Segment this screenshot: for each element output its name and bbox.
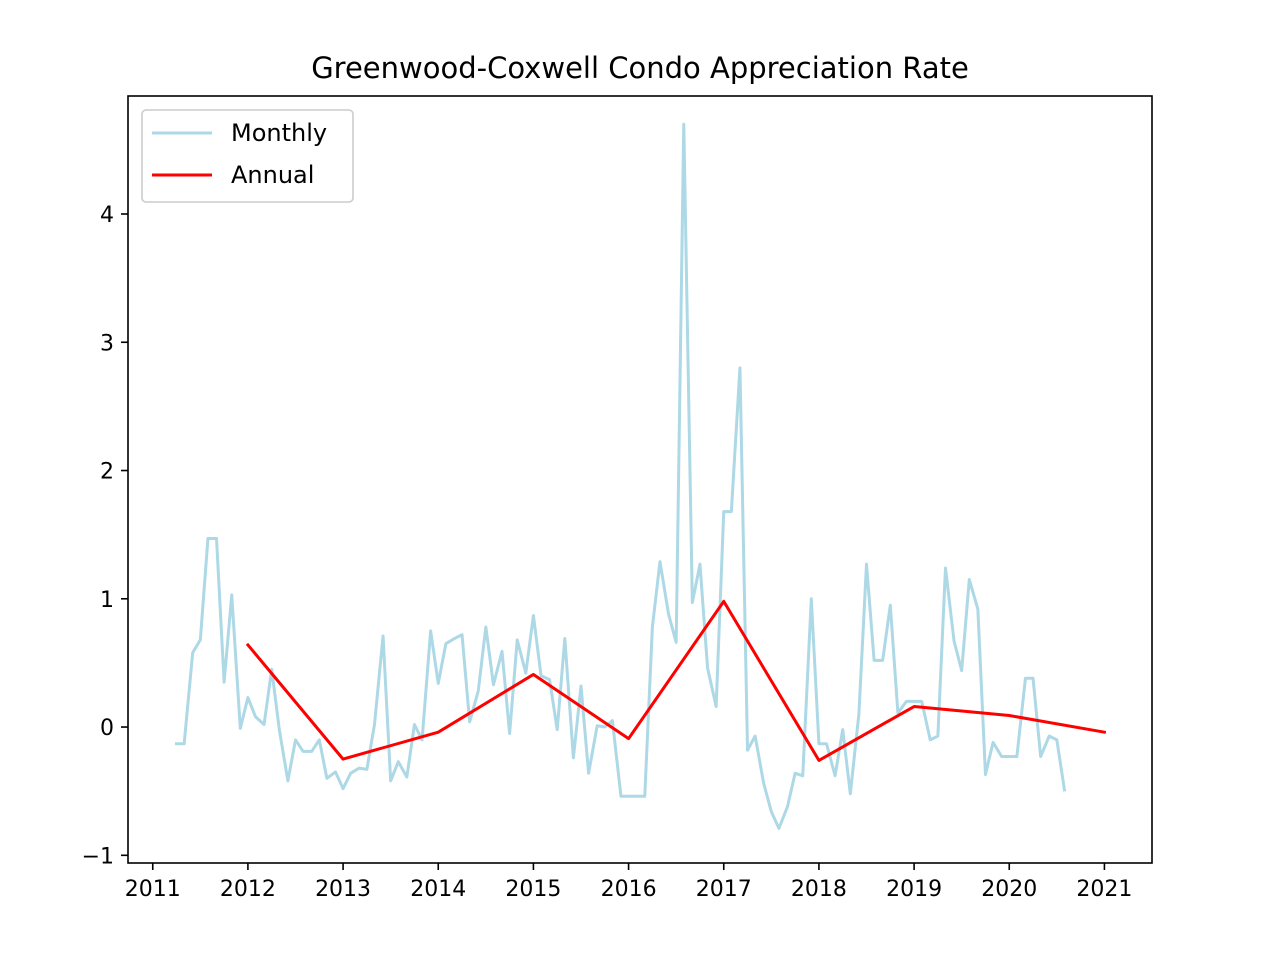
x-tick-label: 2021 [1076, 877, 1132, 902]
legend-label-annual: Annual [231, 161, 314, 189]
x-tick-label: 2017 [696, 877, 752, 902]
x-tick-label: 2012 [220, 877, 276, 902]
x-tick-label: 2011 [125, 877, 181, 902]
x-tick-label: 2014 [410, 877, 466, 902]
x-tick-label: 2013 [315, 877, 371, 902]
x-tick-label: 2019 [886, 877, 942, 902]
legend: Monthly Annual [141, 109, 354, 203]
series-line-monthly [175, 122, 1067, 830]
y-tick-label: 1 [100, 588, 114, 613]
x-tick-label: 2015 [505, 877, 561, 902]
y-tick-label: 3 [100, 331, 114, 356]
series-layer [175, 122, 1107, 830]
chart-title: Greenwood-Coxwell Condo Appreciation Rat… [311, 51, 969, 85]
series-line-annual [245, 599, 1107, 762]
y-tick-label: 2 [100, 460, 114, 485]
y-tick-label: 0 [100, 716, 114, 741]
legend-label-monthly: Monthly [231, 119, 327, 147]
x-tick-label: 2016 [601, 877, 657, 902]
axes-layer: 2011 2012 2013 2014 2015 2016 2017 2018 2019 2020… [82, 95, 1153, 902]
x-tick-label: 2020 [981, 877, 1037, 902]
x-tick-label: 2018 [791, 877, 847, 902]
y-tick-label: 4 [100, 203, 114, 228]
plot-frame [127, 95, 1153, 864]
y-tick-label: −1 [82, 844, 114, 869]
